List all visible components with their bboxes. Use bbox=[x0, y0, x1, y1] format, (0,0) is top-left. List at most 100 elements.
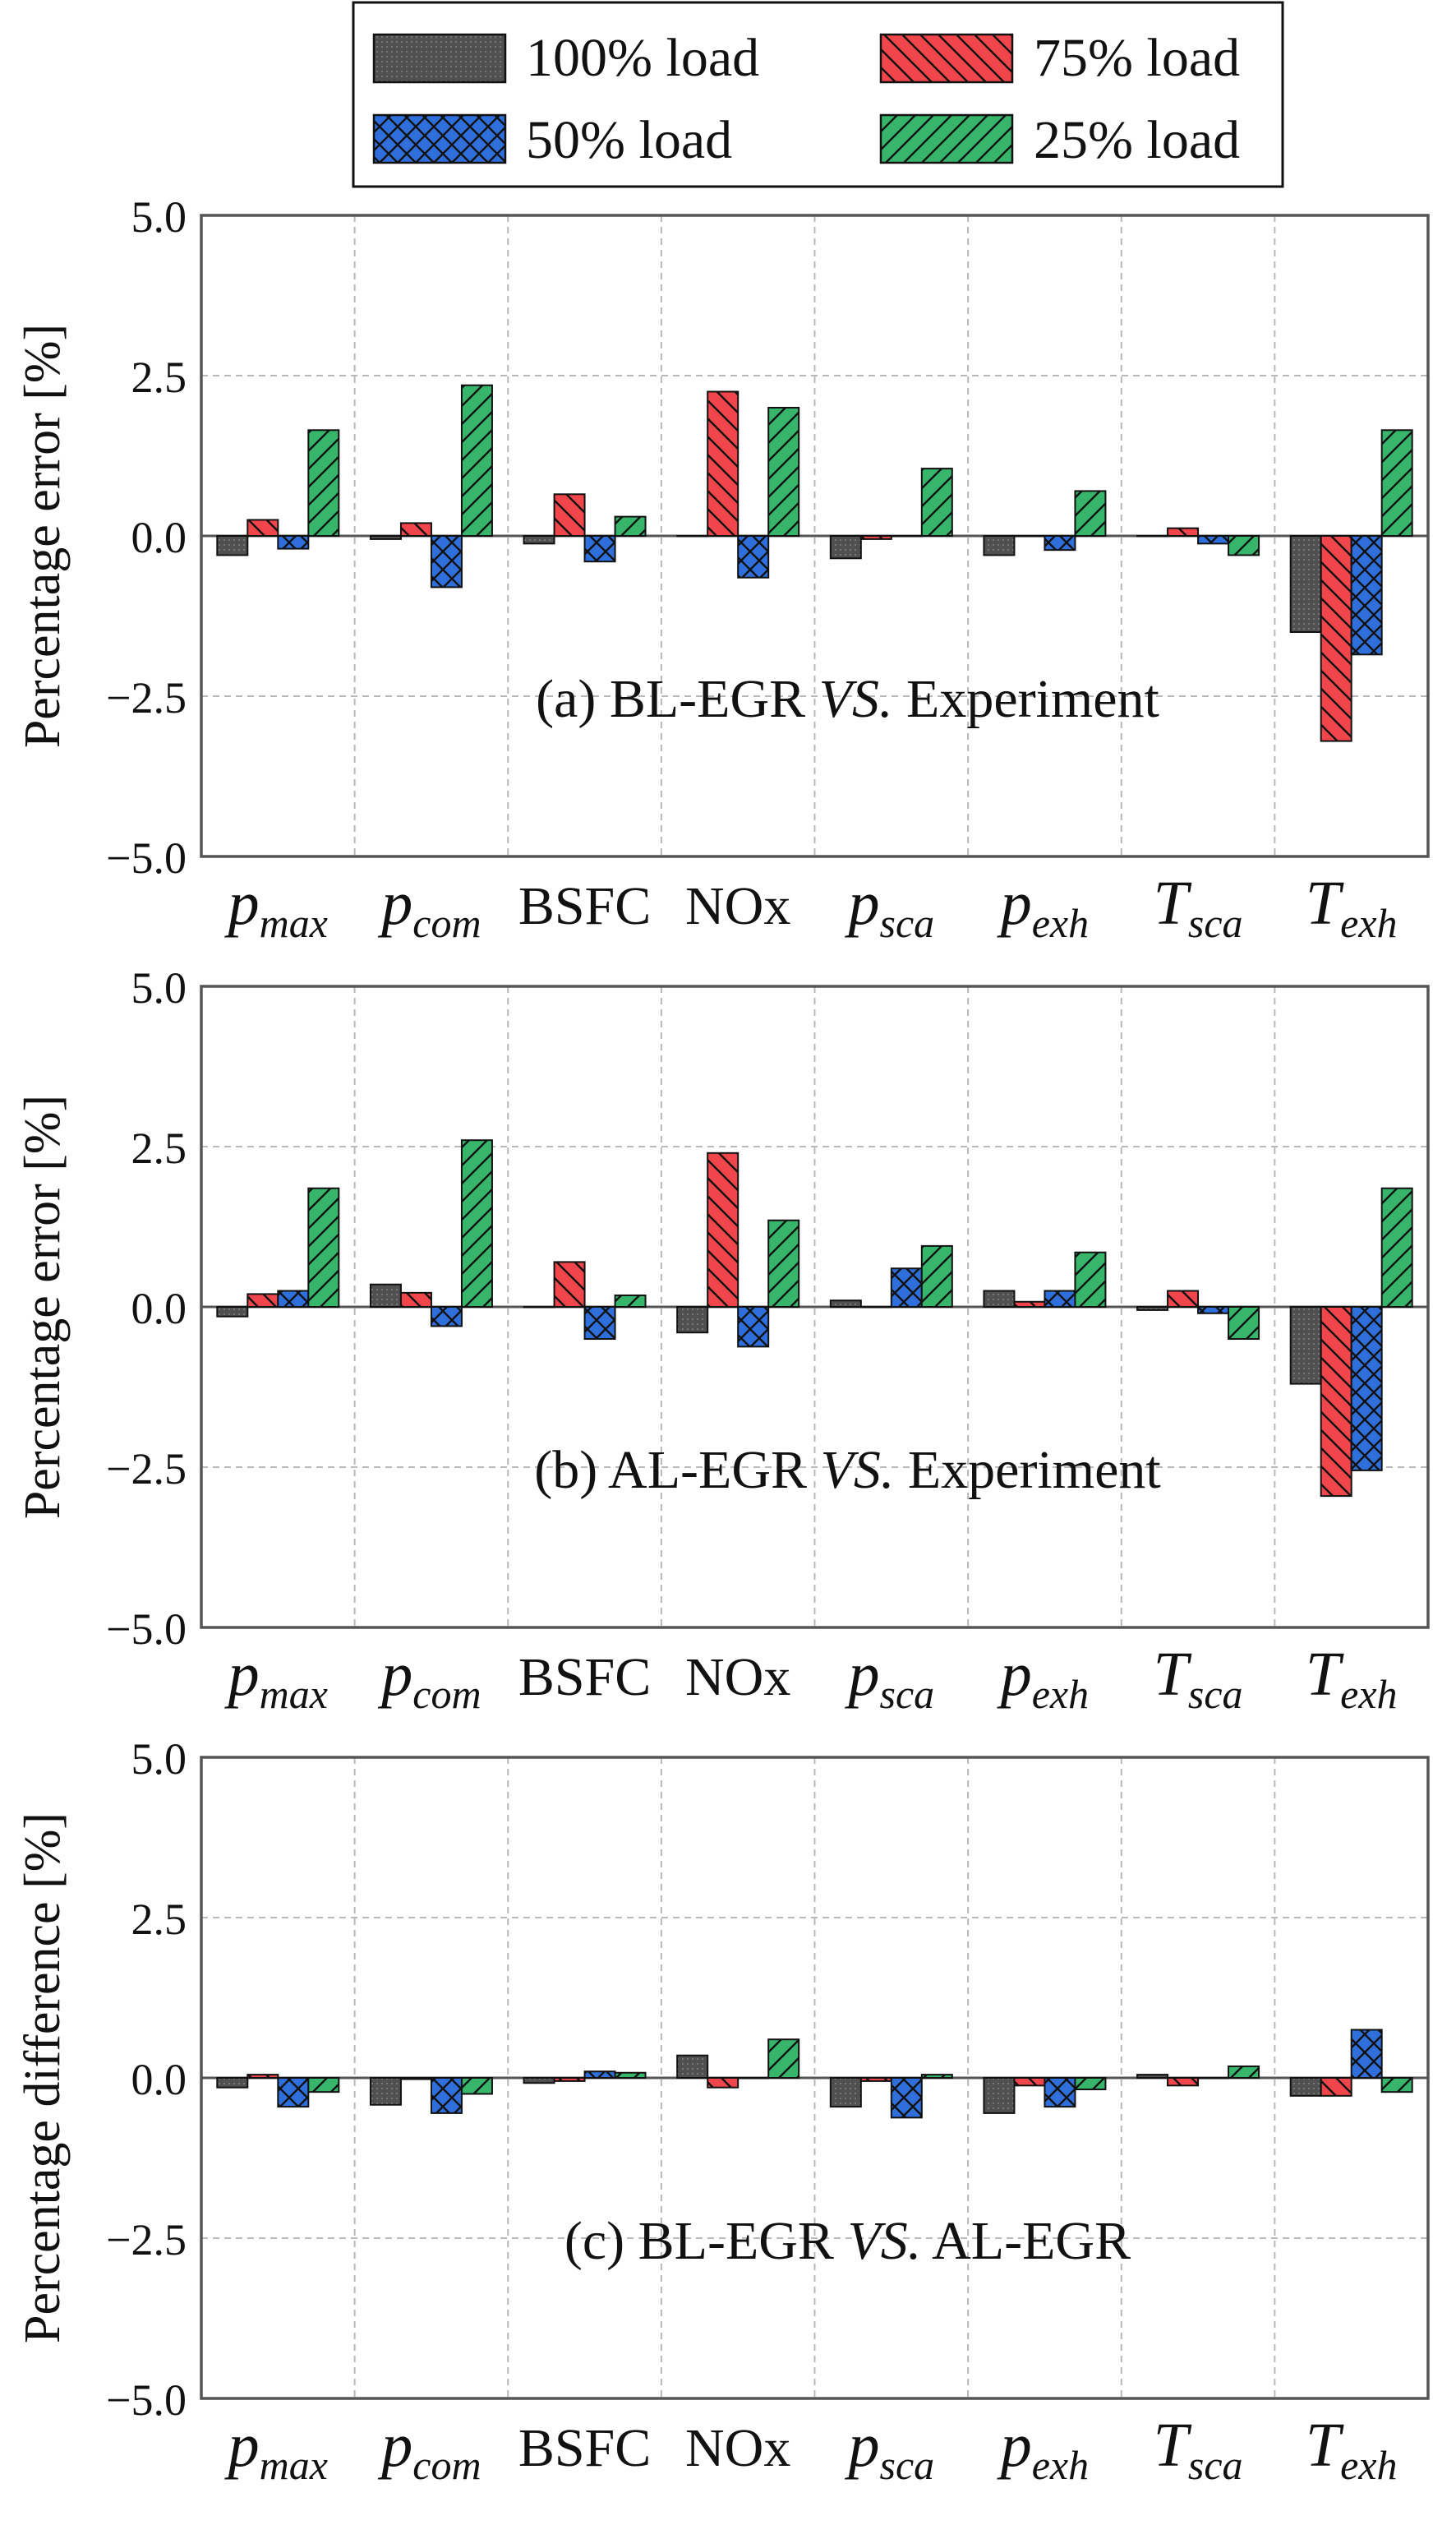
bar bbox=[614, 515, 647, 537]
bar bbox=[1074, 490, 1107, 538]
y-tick-label: 0.0 bbox=[131, 2055, 187, 2104]
bar bbox=[920, 468, 953, 537]
bar bbox=[430, 2077, 463, 2114]
bar bbox=[983, 535, 1016, 556]
legend-label-100-load: 100% load bbox=[526, 28, 759, 88]
legend-swatch-75-load bbox=[879, 33, 1014, 84]
category-label: BSFC bbox=[518, 2418, 651, 2478]
bar bbox=[1289, 1306, 1322, 1385]
bar bbox=[307, 1187, 340, 1308]
bar bbox=[399, 1291, 432, 1308]
bar bbox=[1074, 2077, 1107, 2091]
legend: 100% load 75% load 50% load 25% load bbox=[352, 1, 1284, 188]
bar bbox=[1044, 2077, 1076, 2108]
category-label: BSFC bbox=[518, 876, 651, 936]
y-tick-label: −2.5 bbox=[106, 1444, 187, 1493]
bar bbox=[859, 535, 892, 540]
bar bbox=[1350, 1306, 1383, 1471]
category-label: pexh bbox=[997, 869, 1089, 946]
legend-swatch-100-load bbox=[372, 33, 507, 84]
bar bbox=[1136, 2074, 1169, 2080]
y-tick-label: 2.5 bbox=[131, 353, 187, 402]
y-axis-label: Percentage difference [%] bbox=[15, 1812, 71, 2343]
bar bbox=[1289, 535, 1322, 633]
bar bbox=[523, 1306, 555, 1309]
bar bbox=[1228, 1306, 1260, 1340]
y-tick-label: 5.0 bbox=[131, 1734, 187, 1784]
bar bbox=[829, 1299, 862, 1308]
bar bbox=[707, 2077, 740, 2089]
y-tick-label: −2.5 bbox=[106, 2215, 187, 2264]
bar bbox=[247, 2074, 279, 2080]
category-label: NOx bbox=[685, 1647, 790, 1707]
bar bbox=[460, 1139, 493, 1308]
bar bbox=[829, 2077, 862, 2108]
category-label: Texh bbox=[1306, 2411, 1398, 2488]
category-label: psca bbox=[844, 869, 934, 946]
bar bbox=[614, 1294, 647, 1308]
bar bbox=[216, 535, 249, 556]
y-tick-label: −5.0 bbox=[106, 2375, 187, 2425]
bar bbox=[676, 2054, 709, 2079]
bar bbox=[983, 1290, 1016, 1308]
bar bbox=[523, 2077, 555, 2084]
category-label: Tsca bbox=[1154, 1640, 1243, 1717]
bar bbox=[614, 2071, 647, 2080]
bar bbox=[307, 2077, 340, 2093]
y-tick-label: −5.0 bbox=[106, 833, 187, 883]
category-label: Texh bbox=[1306, 869, 1398, 946]
plot-frame bbox=[200, 985, 1430, 1629]
bar bbox=[460, 2077, 493, 2095]
category-label: psca bbox=[844, 1640, 934, 1717]
y-axis-label: Percentage error [%] bbox=[15, 1095, 71, 1519]
bar bbox=[399, 2077, 432, 2080]
legend-label-25-load: 25% load bbox=[1034, 110, 1240, 170]
bar bbox=[1380, 1187, 1413, 1308]
category-label: Tsca bbox=[1154, 869, 1243, 946]
bar bbox=[737, 2077, 770, 2080]
bar bbox=[1197, 2077, 1230, 2080]
category-label: NOx bbox=[685, 876, 790, 936]
bar bbox=[1167, 1290, 1200, 1308]
bar bbox=[1320, 1306, 1352, 1498]
legend-frame bbox=[352, 1, 1284, 188]
y-tick-label: −5.0 bbox=[106, 1604, 187, 1654]
bar bbox=[1380, 2077, 1413, 2093]
y-tick-label: 5.0 bbox=[131, 192, 187, 242]
bar bbox=[890, 2077, 923, 2119]
bar bbox=[553, 2077, 586, 2082]
chart-panel-1: 5.0 2.5 0.0 −2.5 −5.0 Percentage error [%] (a)… bbox=[15, 192, 1430, 946]
category-label: BSFC bbox=[518, 1647, 651, 1707]
bar bbox=[707, 1152, 740, 1309]
category-label: psca bbox=[844, 2411, 934, 2488]
y-tick-label: 5.0 bbox=[131, 963, 187, 1013]
category-label: pexh bbox=[997, 2411, 1089, 2488]
bar bbox=[859, 1306, 892, 1309]
bar bbox=[583, 2070, 616, 2079]
category-label: pmax bbox=[224, 2411, 328, 2488]
bar bbox=[859, 2077, 892, 2082]
bar bbox=[767, 407, 800, 537]
plot-frame bbox=[200, 1756, 1430, 2400]
bar bbox=[216, 1306, 249, 1318]
bar bbox=[1228, 535, 1260, 556]
category-label: pmax bbox=[224, 1640, 328, 1717]
bar bbox=[553, 1261, 586, 1309]
chart-panels: 5.0 2.5 0.0 −2.5 −5.0 Percentage error [%] (a)… bbox=[15, 192, 1430, 2488]
bar bbox=[1013, 535, 1046, 538]
category-label: Tsca bbox=[1154, 2411, 1243, 2488]
y-tick-label: 0.0 bbox=[131, 1284, 187, 1333]
bar bbox=[369, 1283, 402, 1308]
bar bbox=[307, 429, 340, 537]
bar bbox=[430, 535, 463, 589]
bar bbox=[583, 535, 616, 563]
bar bbox=[277, 2077, 310, 2108]
legend-swatch-50-load bbox=[372, 113, 507, 164]
bar bbox=[737, 535, 770, 579]
category-label: pexh bbox=[997, 1640, 1089, 1717]
bar bbox=[1044, 1290, 1076, 1308]
bar bbox=[1320, 535, 1352, 742]
legend-swatch-25-load bbox=[879, 113, 1014, 164]
panel-label: (b) AL-EGR VS. Experiment bbox=[534, 1440, 1161, 1500]
